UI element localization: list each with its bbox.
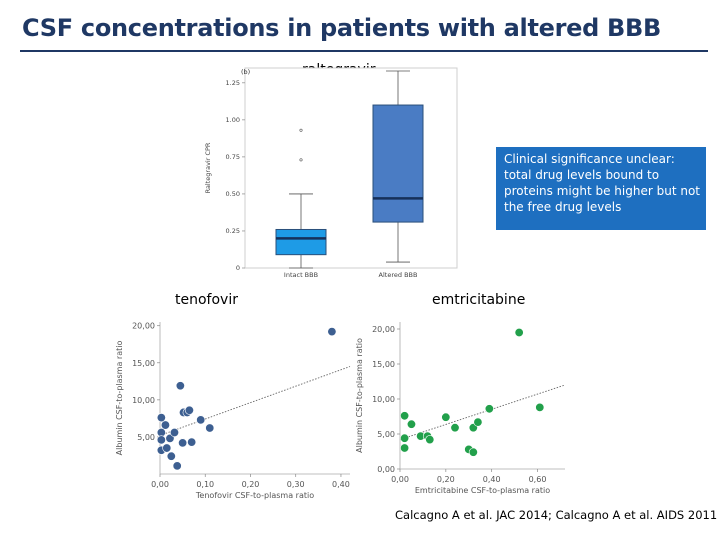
emtricitabine-data-point [535, 402, 545, 412]
emtricitabine-data-point [400, 443, 410, 453]
emtricitabine-x-axis-label: Emtricitabine CSF-to-plasma ratio [415, 486, 550, 495]
tenofovir-scatter: 5,00 10,00 15,00 20,00 0,00 0,10 0,20 0,30 0,40 T… [115, 322, 351, 500]
y-tick-label: 0.25 [226, 227, 240, 235]
slide-title: CSF concentrations in patients with alte… [22, 14, 662, 42]
tenofovir-data-point [165, 433, 175, 443]
tenofovir-data-point [172, 461, 182, 471]
clinical-note-box: Clinical significance unclear: total dru… [496, 147, 706, 230]
emtricitabine-x-tick-label: 0,20 [437, 475, 455, 484]
box-body [275, 228, 327, 256]
y-axis-label: Raltegravir CPR [204, 142, 212, 193]
citation-text: Calcagno A et al. JAC 2014; Calcagno A e… [395, 508, 718, 522]
y-tick-label: 1.25 [226, 79, 240, 87]
tenofovir-y-tick-label: 10,00 [132, 396, 155, 405]
emtricitabine-x-tick-label: 0,00 [391, 475, 409, 484]
tenofovir-data-point [175, 381, 185, 391]
tenofovir-y-tick-label: 20,00 [132, 322, 155, 331]
tenofovir-data-point [205, 423, 215, 433]
y-tick-label: 0.50 [226, 190, 240, 198]
y-tick-label: 0.75 [226, 153, 240, 161]
emtricitabine-data-point [425, 435, 435, 445]
tenofovir-y-tick-label: 15,00 [132, 359, 155, 368]
tenofovir-data-point [166, 451, 176, 461]
tenofovir-y-axis-label: Albumin CSF-to-plasma ratio [115, 341, 124, 456]
tenofovir-trend-line [159, 366, 351, 436]
panel-label: (b) [241, 68, 250, 76]
emtricitabine-y-tick-label: 5,00 [377, 430, 395, 439]
tenofovir-data-point [327, 327, 337, 337]
emtricitabine-x-tick-label: 0,40 [483, 475, 501, 484]
tenofovir-title: tenofovir [175, 292, 238, 308]
emtricitabine-data-point [400, 433, 410, 443]
emtricitabine-scatter: 0,00 5,00 10,00 15,00 20,00 0,00 0,20 0,40 0,60 E… [355, 322, 566, 495]
tenofovir-data-point [156, 435, 166, 445]
emtricitabine-y-axis-label: Albumin CSF-to-plasma ratio [355, 338, 364, 453]
emtricitabine-title: emtricitabine [432, 292, 526, 308]
emtricitabine-y-tick-label: 20,00 [372, 325, 395, 334]
tenofovir-data-point [184, 405, 194, 415]
emtricitabine-y-tick-label: 15,00 [372, 360, 395, 369]
tenofovir-x-tick-label: 0,00 [151, 480, 169, 489]
emtricitabine-x-tick-label: 0,60 [529, 475, 547, 484]
tenofovir-data-point [162, 443, 172, 453]
tenofovir-data-point [169, 427, 179, 437]
y-tick-label: 1.00 [226, 116, 240, 124]
tenofovir-x-tick-label: 0,30 [287, 480, 305, 489]
emtricitabine-data-point [450, 423, 460, 433]
title-underline [20, 50, 708, 52]
emtricitabine-data-point [514, 327, 524, 337]
raltegravir-boxplot: (b) 0 0.25 0.50 0.75 1.00 1.25 Raltegravir CPR I… [204, 67, 458, 279]
x-category-label: Altered BBB [379, 271, 418, 279]
tenofovir-y-tick-label: 5,00 [137, 433, 155, 442]
y-tick-label: 0 [236, 264, 240, 272]
emtricitabine-y-tick-label: 10,00 [372, 395, 395, 404]
emtricitabine-y-tick-label: 0,00 [377, 465, 395, 474]
tenofovir-x-tick-label: 0,40 [332, 480, 350, 489]
tenofovir-x-axis-label: Tenofovir CSF-to-plasma ratio [195, 491, 314, 500]
box-body [372, 104, 424, 223]
emtricitabine-trend-line [399, 384, 566, 441]
tenofovir-data-point [196, 415, 206, 425]
emtricitabine-data-point [484, 404, 494, 414]
tenofovir-data-point [178, 438, 188, 448]
tenofovir-x-tick-label: 0,20 [242, 480, 260, 489]
emtricitabine-data-point [441, 412, 451, 422]
emtricitabine-data-point [473, 417, 483, 427]
tenofovir-x-tick-label: 0,10 [196, 480, 214, 489]
x-category-label: Intact BBB [284, 271, 318, 279]
box-outlier [299, 158, 303, 162]
emtricitabine-data-point [406, 419, 416, 429]
tenofovir-data-point [156, 413, 166, 423]
emtricitabine-data-point [468, 447, 478, 457]
box-outlier [299, 128, 303, 132]
tenofovir-data-point [187, 437, 197, 447]
tenofovir-data-point [160, 420, 170, 430]
emtricitabine-data-point [400, 411, 410, 421]
